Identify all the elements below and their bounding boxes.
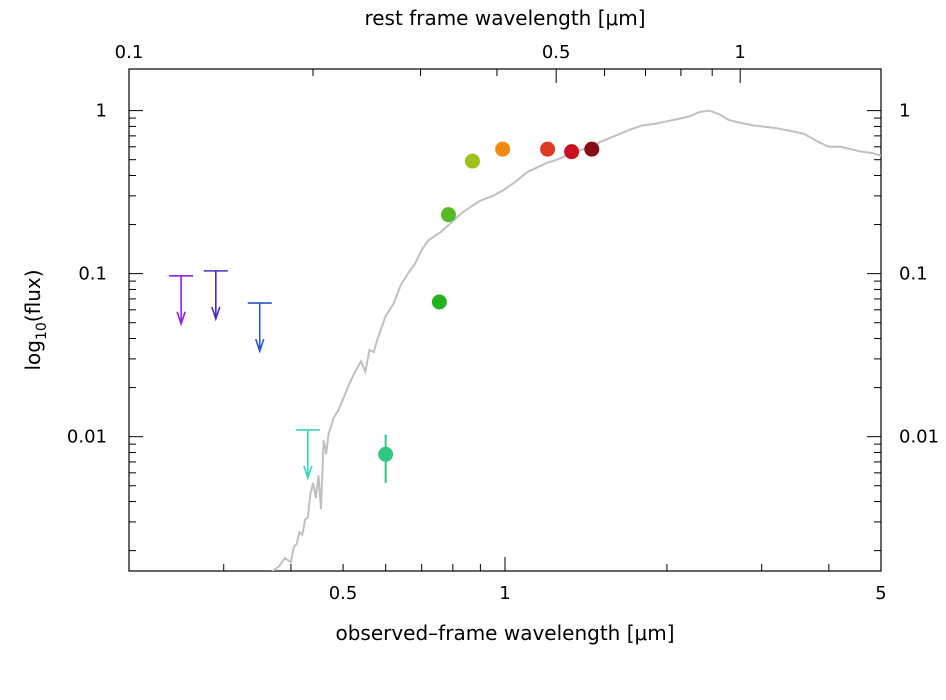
data-point [431, 294, 447, 310]
y-axis-label: log10(flux) [21, 269, 50, 370]
upper-limits-layer [169, 270, 320, 481]
model-sed-line [271, 109, 881, 571]
minor-ticks [128, 69, 882, 571]
upper-limit-marker [247, 302, 272, 354]
data-point [464, 153, 480, 169]
upper-limit-marker [203, 270, 228, 322]
upper-limit-marker [169, 275, 194, 327]
y-axis-label-sub: 10 [34, 322, 50, 340]
y2-tick-label: 1 [899, 101, 910, 122]
y2-tick-label: 0.01 [899, 427, 939, 448]
data-point [378, 446, 394, 462]
tick-labels: 0.5 1 5 0.1 0.5 1 1 0.1 0.01 1 0.1 0.01 [67, 42, 939, 604]
x2-axis-label: rest frame wavelength [μm] [364, 6, 645, 30]
x-tick-label: 5 [875, 583, 886, 604]
x2-tick-label: 0.1 [115, 42, 144, 63]
upper-limit-marker [295, 429, 320, 481]
detections-layer [378, 141, 600, 483]
data-point [540, 141, 556, 157]
y-tick-label: 0.01 [67, 427, 107, 448]
y-axis-label-main: log [21, 340, 45, 371]
data-point [495, 141, 511, 157]
y-tick-label: 1 [96, 101, 107, 122]
y2-tick-label: 0.1 [899, 264, 928, 285]
data-point [564, 144, 580, 160]
x2-tick-label: 1 [734, 42, 745, 63]
data-point [584, 141, 600, 157]
data-point [440, 207, 456, 223]
x2-tick-label: 0.5 [542, 42, 571, 63]
y-tick-label: 0.1 [78, 264, 107, 285]
x-tick-label: 1 [499, 583, 510, 604]
model-layer [271, 109, 881, 571]
x-tick-label: 0.5 [329, 583, 358, 604]
y-axis-label-rest: (flux) [21, 269, 45, 322]
x-axis-label: observed–frame wavelength [μm] [335, 621, 674, 645]
